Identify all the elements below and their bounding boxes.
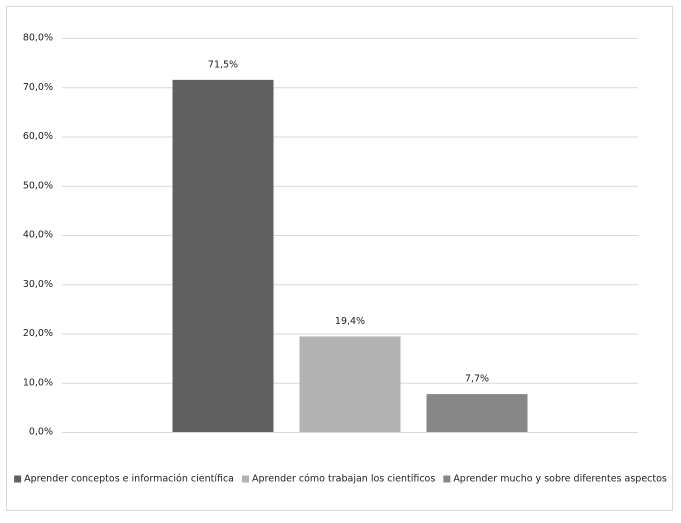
bar <box>426 394 528 432</box>
y-tick-label: 80,0% <box>23 33 53 44</box>
legend-swatch <box>242 475 250 483</box>
data-label: 19,4% <box>335 316 365 327</box>
y-tick-label: 0,0% <box>29 427 53 438</box>
legend-label: Aprender mucho y sobre diferentes aspect… <box>453 474 667 485</box>
y-tick-label: 10,0% <box>23 377 53 388</box>
legend-label: Aprender conceptos e información científ… <box>24 474 234 485</box>
y-tick-label: 40,0% <box>23 230 53 241</box>
y-tick-label: 50,0% <box>23 180 53 191</box>
chart-frame <box>6 6 673 511</box>
data-label: 7,7% <box>465 374 489 385</box>
bar <box>172 79 274 433</box>
bar <box>299 336 401 432</box>
legend-swatch <box>14 475 22 483</box>
legend-label: Aprender cómo trabajan los científicos <box>252 474 435 485</box>
y-tick-label: 30,0% <box>23 279 53 290</box>
legend-swatch <box>443 475 451 483</box>
data-label: 71,5% <box>208 59 238 70</box>
y-tick-label: 70,0% <box>23 82 53 93</box>
y-tick-label: 20,0% <box>23 328 53 339</box>
y-tick-label: 60,0% <box>23 131 53 142</box>
